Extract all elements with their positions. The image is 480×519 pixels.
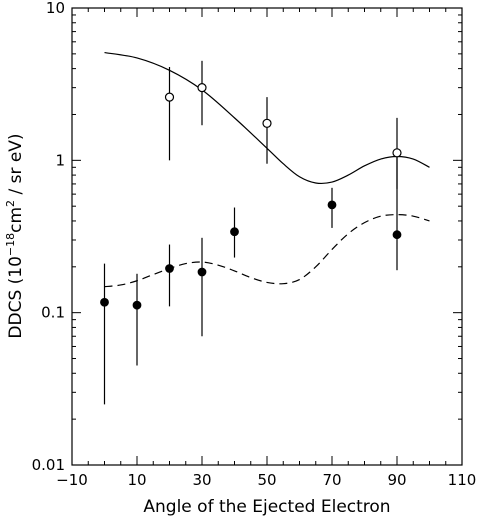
filled-circle-point: [165, 264, 174, 273]
x-tick-labels: −10 10 30 50 70 90 110: [56, 471, 476, 489]
y-tick-label: 1: [55, 151, 65, 169]
data-markers: [100, 83, 402, 310]
solid-curve: [104, 51, 430, 185]
filled-circle-point: [100, 297, 109, 307]
open-circle-point: [262, 118, 272, 128]
y-axis-title: DDCS (10−18cm2 / sr eV): [4, 133, 26, 338]
x-tick-label: 110: [448, 471, 477, 489]
open-circle-point: [392, 148, 402, 158]
error-bars: [103, 60, 398, 405]
y-axis-title-prefix: DDCS (10: [6, 256, 26, 339]
filled-circle-point: [327, 200, 337, 210]
open-circle-point: [164, 92, 175, 102]
y-axis-title-suffix: / sr eV): [6, 133, 26, 200]
dashed-curve: [104, 214, 430, 288]
x-tick-label: 10: [127, 471, 146, 489]
x-tick-label: 90: [387, 471, 406, 489]
axis-ticks: [71, 7, 463, 466]
filled-circle-point: [392, 230, 402, 240]
y-tick-labels: 0.01 0.1 1 10: [32, 0, 65, 474]
x-axis-title: Angle of the Ejected Electron: [143, 497, 390, 517]
y-tick-label: 10: [46, 0, 65, 17]
filled-circle-point: [132, 300, 142, 310]
x-tick-label: 50: [257, 471, 276, 489]
x-tick-label: 30: [192, 471, 211, 489]
y-axis-title-exponent-2: 2: [4, 200, 17, 207]
filled-circle-point: [230, 227, 239, 237]
y-tick-label: 0.1: [41, 304, 65, 322]
filled-circle-point: [197, 267, 207, 277]
y-tick-label: 0.01: [32, 456, 65, 474]
theory-curves: [104, 51, 430, 288]
y-axis-title-exponent-1: −18: [4, 233, 17, 256]
plot-frame: [71, 7, 463, 466]
open-circle-point: [197, 83, 207, 93]
y-axis-title-unit: cm: [6, 207, 26, 233]
x-tick-label: −10: [56, 471, 88, 489]
x-tick-label: 70: [322, 471, 341, 489]
